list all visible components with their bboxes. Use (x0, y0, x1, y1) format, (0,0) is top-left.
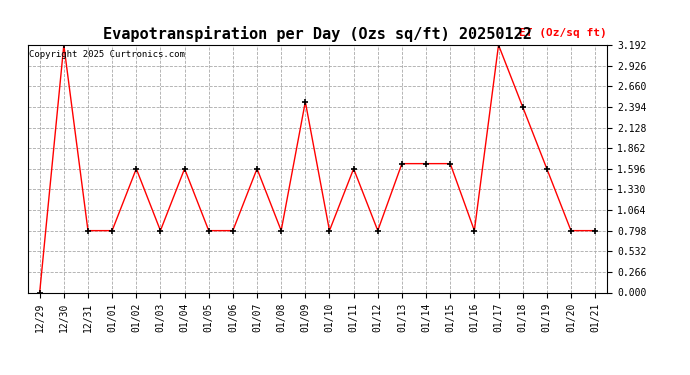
Text: ET (Oz/sq ft): ET (Oz/sq ft) (520, 28, 607, 38)
Title: Evapotranspiration per Day (Ozs sq/ft) 20250122: Evapotranspiration per Day (Ozs sq/ft) 2… (103, 27, 532, 42)
Text: Copyright 2025 Curtronics.com: Copyright 2025 Curtronics.com (29, 50, 185, 59)
